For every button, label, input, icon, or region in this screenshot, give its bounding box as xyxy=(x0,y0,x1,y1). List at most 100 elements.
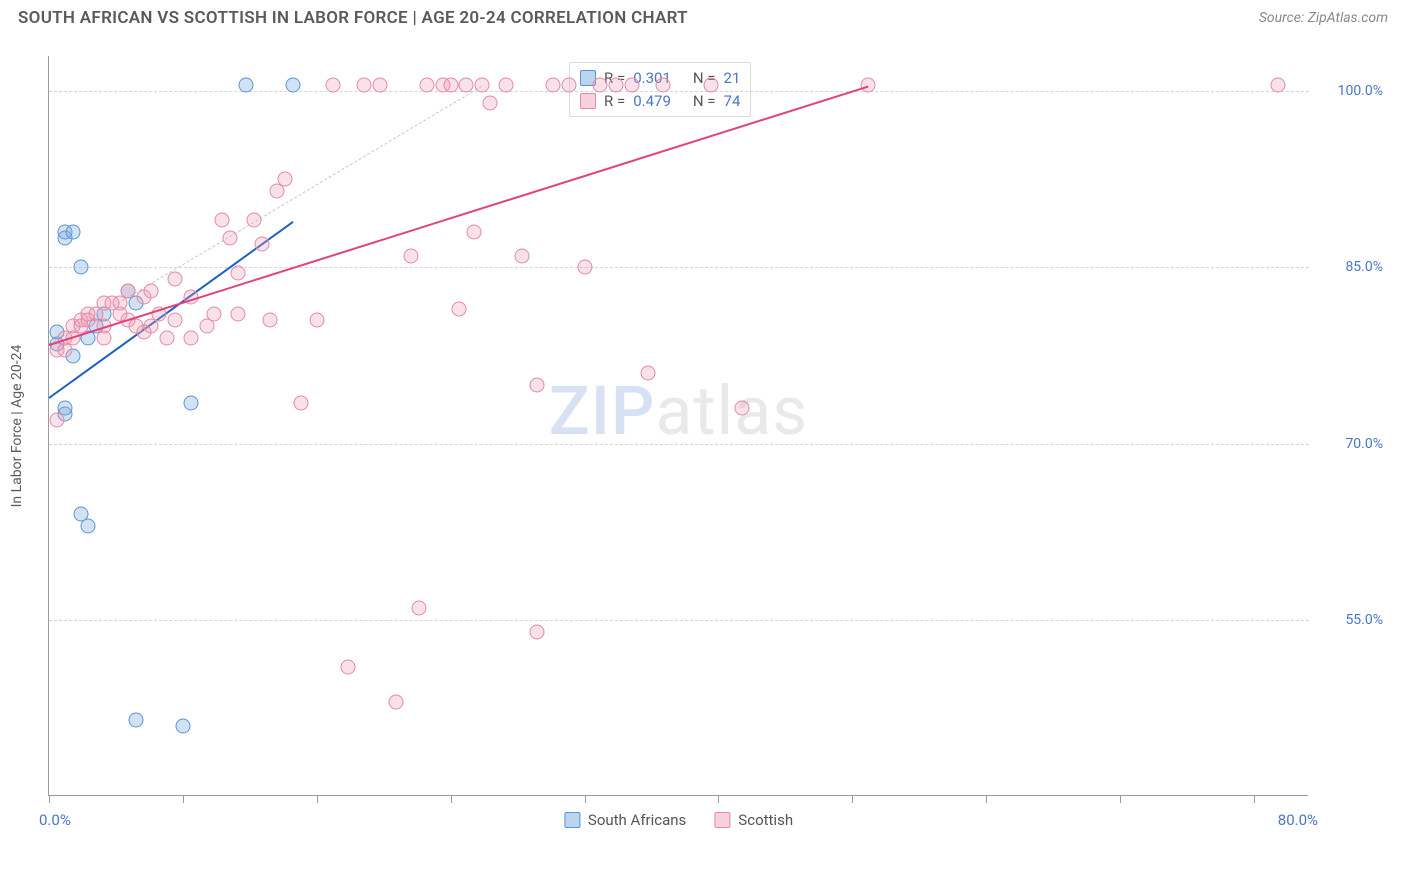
series-legend: South Africans Scottish xyxy=(564,811,793,829)
scatter-point xyxy=(309,313,324,328)
scatter-point xyxy=(183,330,198,345)
n-value: 74 xyxy=(724,90,741,113)
scatter-point xyxy=(624,78,639,93)
x-axis-min-label: 0.0% xyxy=(39,811,71,829)
scatter-point xyxy=(498,78,513,93)
scatter-point xyxy=(97,330,112,345)
x-tick xyxy=(718,795,719,803)
scatter-point xyxy=(735,401,750,416)
y-tick-label: 70.0% xyxy=(1318,436,1383,452)
x-tick xyxy=(986,795,987,803)
y-axis-title: In Labor Force | Age 20-24 xyxy=(9,344,25,507)
scatter-point xyxy=(861,78,876,93)
x-tick xyxy=(451,795,452,803)
x-tick xyxy=(1254,795,1255,803)
scatter-point xyxy=(341,659,356,674)
source-attribution: Source: ZipAtlas.com xyxy=(1259,10,1388,26)
swatch-pink xyxy=(714,812,730,828)
scatter-point xyxy=(451,301,466,316)
scatter-point xyxy=(65,225,80,240)
watermark: ZIPatlas xyxy=(549,371,809,451)
scatter-point xyxy=(443,78,458,93)
scatter-point xyxy=(215,213,230,228)
scatter-point xyxy=(577,260,592,275)
watermark-rest: atlas xyxy=(655,371,808,451)
scatter-point xyxy=(223,231,238,246)
scatter-point xyxy=(703,78,718,93)
scatter-point xyxy=(1270,78,1285,93)
scatter-point xyxy=(459,78,474,93)
y-tick-label: 55.0% xyxy=(1318,612,1383,628)
gridline xyxy=(49,620,1309,621)
plot-area: ZIPatlas In Labor Force | Age 20-24 0.0%… xyxy=(48,56,1308,796)
x-axis-max-label: 80.0% xyxy=(1278,811,1318,829)
scatter-point xyxy=(593,78,608,93)
scatter-point xyxy=(168,272,183,287)
scatter-point xyxy=(388,695,403,710)
scatter-point xyxy=(231,307,246,322)
gridline xyxy=(49,91,1309,92)
scatter-point xyxy=(294,395,309,410)
scatter-point xyxy=(530,377,545,392)
watermark-bold: ZIP xyxy=(549,371,656,451)
scatter-point xyxy=(420,78,435,93)
scatter-point xyxy=(128,712,143,727)
gridline xyxy=(49,444,1309,445)
corr-row-pink: R = 0.479 N = 74 xyxy=(580,90,740,113)
scatter-point xyxy=(530,624,545,639)
scatter-point xyxy=(231,266,246,281)
x-tick xyxy=(1120,795,1121,803)
scatter-point xyxy=(49,413,64,428)
chart-container: ZIPatlas In Labor Force | Age 20-24 0.0%… xyxy=(48,56,1388,826)
scatter-point xyxy=(483,95,498,110)
scatter-point xyxy=(175,718,190,733)
n-value: 21 xyxy=(724,67,741,90)
scatter-point xyxy=(81,518,96,533)
scatter-point xyxy=(144,283,159,298)
swatch-pink xyxy=(580,93,596,109)
scatter-point xyxy=(160,330,175,345)
x-tick xyxy=(49,795,50,803)
y-tick-label: 100.0% xyxy=(1318,83,1383,99)
scatter-point xyxy=(168,313,183,328)
r-value: 0.479 xyxy=(633,90,671,113)
x-tick xyxy=(317,795,318,803)
scatter-point xyxy=(412,601,427,616)
y-tick-label: 85.0% xyxy=(1318,259,1383,275)
scatter-point xyxy=(514,248,529,263)
r-label: R = xyxy=(604,90,625,113)
scatter-point xyxy=(475,78,490,93)
chart-title: SOUTH AFRICAN VS SCOTTISH IN LABOR FORCE… xyxy=(18,8,688,28)
scatter-point xyxy=(278,172,293,187)
legend-item-scottish: Scottish xyxy=(714,811,793,829)
swatch-blue xyxy=(564,812,580,828)
x-tick xyxy=(852,795,853,803)
legend-label: South Africans xyxy=(588,811,686,829)
scatter-point xyxy=(254,236,269,251)
scatter-point xyxy=(207,307,222,322)
scatter-point xyxy=(640,366,655,381)
chart-header: SOUTH AFRICAN VS SCOTTISH IN LABOR FORCE… xyxy=(0,0,1406,36)
legend-item-south-africans: South Africans xyxy=(564,811,686,829)
scatter-point xyxy=(404,248,419,263)
n-label: N = xyxy=(693,90,716,113)
scatter-point xyxy=(183,395,198,410)
scatter-point xyxy=(325,78,340,93)
x-tick xyxy=(183,795,184,803)
scatter-point xyxy=(73,260,88,275)
scatter-point xyxy=(120,283,135,298)
scatter-point xyxy=(561,78,576,93)
scatter-point xyxy=(262,313,277,328)
scatter-point xyxy=(357,78,372,93)
scatter-point xyxy=(656,78,671,93)
scatter-point xyxy=(286,78,301,93)
scatter-point xyxy=(546,78,561,93)
legend-label: Scottish xyxy=(738,811,793,829)
scatter-point xyxy=(609,78,624,93)
scatter-point xyxy=(136,325,151,340)
scatter-point xyxy=(467,225,482,240)
scatter-point xyxy=(246,213,261,228)
scatter-point xyxy=(372,78,387,93)
x-tick xyxy=(585,795,586,803)
scatter-point xyxy=(238,78,253,93)
